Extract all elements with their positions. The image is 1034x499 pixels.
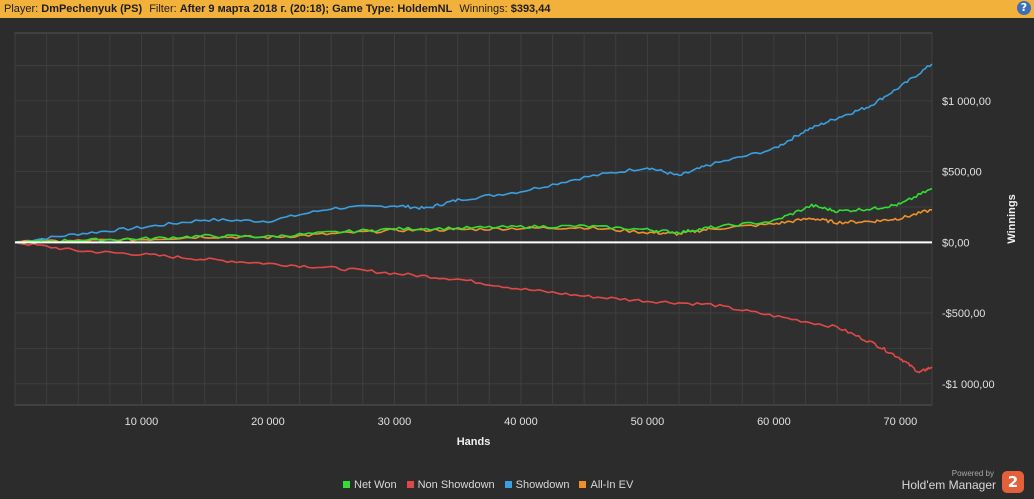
legend-item[interactable]: Net Won (343, 479, 397, 491)
x-tick-label: 70 000 (884, 416, 918, 428)
help-icon[interactable]: ? (1017, 1, 1031, 15)
x-tick-label: 60 000 (757, 416, 791, 428)
series-line-showdown (14, 63, 933, 244)
y-tick-label: $1 000,00 (942, 96, 991, 108)
chart-legend: Net Won Non Showdown Showdown All-In EV (343, 479, 643, 495)
x-tick-label: 10 000 (125, 416, 159, 428)
legend-label: Non Showdown (417, 479, 495, 491)
y-axis-label: Winnings (1006, 194, 1018, 243)
series-line-all-in-ev (14, 209, 932, 245)
y-tick-label: -$500,00 (942, 308, 985, 320)
plot-area (14, 32, 933, 406)
winnings-chart: 10 000 20 000 30 000 40 000 50 000 60 000 70 0… (14, 32, 1018, 448)
y-tick-label: -$1 000,00 (942, 379, 995, 391)
legend-label: Net Won (354, 479, 397, 491)
player-label: Player: (4, 3, 39, 15)
y-tick-label: $500,00 (942, 167, 982, 179)
x-tick-label: 50 000 (631, 416, 665, 428)
legend-item[interactable]: Non Showdown (406, 479, 495, 491)
hm2-logo-icon: 2 (1002, 471, 1024, 493)
legend-item[interactable]: All-In EV (579, 479, 633, 491)
report-header: Player: DmPechenyuk (PS) Filter: After 9 м… (0, 0, 1034, 18)
x-tick-label: 40 000 (504, 416, 538, 428)
x-axis-label: Hands (457, 436, 491, 448)
y-tick-label: $0,00 (942, 237, 970, 249)
filter-label: Filter: (149, 3, 177, 15)
powered-by-label: Powered by (951, 469, 994, 478)
winnings-label: Winnings: (459, 3, 508, 15)
filter-value: After 9 марта 2018 г. (20:18); Game Type… (179, 3, 453, 15)
legend-swatch (406, 480, 414, 488)
series-line-non-showdown (14, 241, 933, 374)
legend-swatch (579, 480, 587, 488)
legend-item[interactable]: Showdown (504, 479, 570, 491)
legend-label: Showdown (515, 479, 570, 491)
series-line-net-won (14, 187, 933, 245)
legend-label: All-In EV (590, 479, 634, 491)
legend-swatch (343, 480, 350, 488)
winnings-value: $393,44 (510, 3, 551, 15)
brand-name: Hold'em Manager (901, 478, 996, 492)
player-value: DmPechenyuk (PS) (41, 3, 143, 15)
x-tick-label: 30 000 (378, 416, 412, 428)
legend-swatch (504, 480, 512, 488)
x-tick-label: 20 000 (251, 416, 285, 428)
